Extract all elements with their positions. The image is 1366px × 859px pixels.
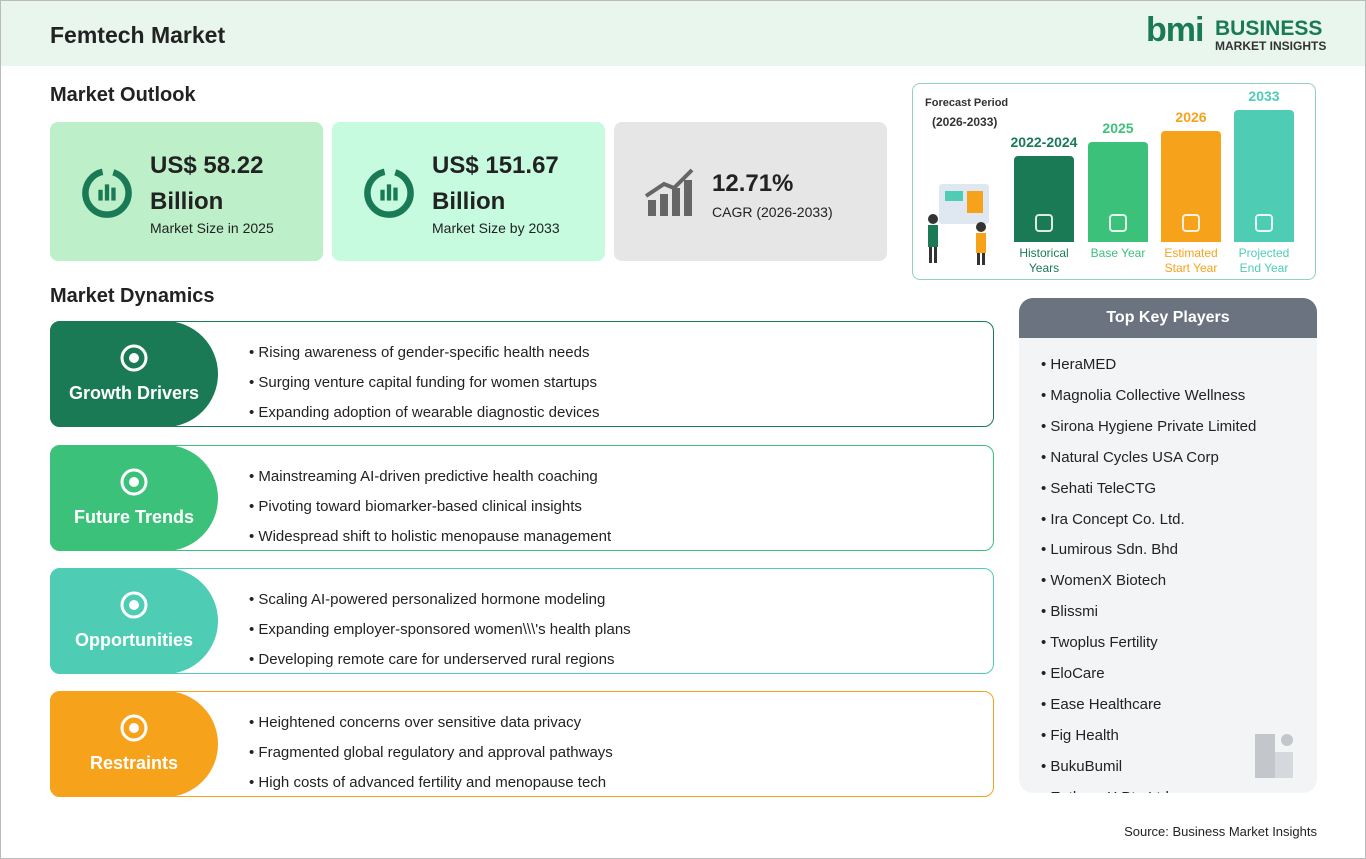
- logo-mark: bmi: [1146, 11, 1204, 49]
- player: • BukuBumil: [1041, 757, 1123, 775]
- dynamics-pill: Opportunities: [50, 568, 218, 674]
- player: • Blissmi: [1041, 603, 1098, 621]
- bar-icon: [1035, 214, 1053, 232]
- player: • Natural Cycles USA Corp: [1041, 448, 1219, 466]
- player: • Sirona Hygiene Private Limited: [1041, 417, 1257, 435]
- card-value: US$ 58.22 Billion: [150, 152, 264, 215]
- dynamics-list: Scaling AI-powered personalized hormone …: [249, 585, 631, 675]
- header: [1, 1, 1365, 66]
- building-icon: [1255, 734, 1293, 778]
- player: • EloCare: [1041, 665, 1105, 683]
- dynamics-item: Mainstreaming AI-driven predictive healt…: [249, 462, 611, 492]
- forecast-year: 2026: [1175, 109, 1207, 125]
- dynamics-pill: Future Trends: [50, 445, 218, 551]
- player: • Twoplus Fertility: [1041, 634, 1158, 652]
- dynamics-item: Widespread shift to holistic menopause m…: [249, 522, 611, 552]
- forecast-period: (2026-2033): [932, 115, 998, 129]
- card-icon: [80, 166, 134, 225]
- dynamics-item: Heightened concerns over sensitive data …: [249, 708, 613, 738]
- dynamics-item: Expanding employer-sponsored women\\\'s …: [249, 615, 630, 645]
- section-title: Market Dynamics: [50, 285, 215, 307]
- dynamics-item: Fragmented global regulatory and approva…: [249, 738, 612, 768]
- title: Femtech Market: [50, 22, 226, 48]
- forecast-year: 2022-2024: [1010, 134, 1078, 150]
- player: • HeraMED: [1041, 356, 1117, 373]
- dynamics-list: Heightened concerns over sensitive data …: [249, 708, 613, 798]
- pill-title: Growth Drivers: [68, 383, 200, 403]
- players-title: Top Key Players: [1019, 298, 1317, 338]
- forecast-bar: [1161, 131, 1221, 242]
- forecast-bar: [1088, 142, 1148, 242]
- bar-icon: [1255, 214, 1273, 232]
- forecast-caption: Historical Years: [1019, 246, 1069, 275]
- dynamics-list: Rising awareness of gender-specific heal…: [249, 338, 600, 428]
- logo-sub: MARKET INSIGHTS: [1215, 39, 1327, 53]
- pill-icon: [119, 467, 149, 497]
- player: • Sehati TeleCTG: [1041, 479, 1157, 497]
- forecast-year: 2025: [1102, 120, 1134, 136]
- forecast-bar: [1234, 110, 1294, 242]
- dynamics-list: Mainstreaming AI-driven predictive healt…: [249, 462, 611, 552]
- players-panel: Top Key Players • HeraMED • Magnolia Coll…: [1019, 298, 1317, 793]
- dynamics-item: High costs of advanced fertility and men…: [249, 768, 613, 798]
- dynamics-pill: Growth Drivers: [50, 321, 218, 427]
- logo-name: BUSINESS: [1215, 17, 1323, 40]
- player: • Lumirous Sdn. Bhd: [1041, 541, 1178, 559]
- card-value: US$ 151.67 Billion: [432, 152, 559, 215]
- card-icon: [644, 166, 698, 225]
- section-title: Market Outlook: [50, 84, 196, 106]
- dynamics-row: Opportunities Scaling AI-powered personal…: [50, 568, 994, 674]
- source: Source: Business Market Insights: [1124, 824, 1317, 839]
- player: • Magnolia Collective Wellness: [1041, 386, 1246, 404]
- outlook-card: 12.71% CAGR (2026-2033): [614, 122, 887, 261]
- forecast-caption: Projected End Year: [1238, 246, 1290, 275]
- forecast-year: 2033: [1248, 88, 1280, 104]
- forecast-label: Forecast Period: [925, 97, 1009, 109]
- dynamics-item: Developing remote care for underserved r…: [249, 645, 631, 675]
- bar-icon: [1182, 214, 1200, 232]
- outlook-card: US$ 58.22 Billion Market Size in 2025: [50, 122, 323, 261]
- dynamics-item: Scaling AI-powered personalized hormone …: [249, 585, 631, 615]
- dynamics-item: Pivoting toward biomarker-based clinical…: [249, 492, 611, 522]
- dynamics-item: Rising awareness of gender-specific heal…: [249, 338, 600, 368]
- players-list: • HeraMED • Magnolia Collective Wellness •…: [1041, 350, 1311, 793]
- player: • Ease Healthcare: [1041, 695, 1162, 713]
- card-label: Market Size by 2033: [432, 220, 560, 236]
- card-icon: [362, 166, 416, 225]
- dynamics-pill: Restraints: [50, 691, 218, 797]
- people-illustration: [928, 184, 989, 265]
- dynamics-row: Restraints Heightened concerns over sensi…: [50, 691, 994, 797]
- bar-icon: [1109, 214, 1127, 232]
- player: • Fig Health: [1041, 726, 1119, 744]
- dynamics-row: Growth Drivers Rising awareness of gender…: [50, 321, 994, 427]
- dynamics-item: Surging venture capital funding for wome…: [249, 368, 600, 398]
- pill-icon: [119, 343, 149, 373]
- card-label: CAGR (2026-2033): [712, 204, 833, 220]
- forecast-caption: Estimated Start Year: [1164, 246, 1218, 275]
- dynamics-row: Future Trends Mainstreaming AI-driven pre…: [50, 445, 994, 551]
- card-label: Market Size in 2025: [150, 220, 274, 236]
- player: • Euthera X Pte Ltd: [1041, 783, 1311, 793]
- pill-title: Opportunities: [75, 630, 193, 650]
- forecast-caption: Base Year: [1090, 246, 1146, 260]
- dynamics-item: Expanding adoption of wearable diagnosti…: [249, 398, 599, 428]
- forecast-box: Forecast Period (2026-2033) 2022-2024 His…: [912, 83, 1316, 280]
- pill-icon: [119, 713, 149, 743]
- card-value: 12.71%: [712, 170, 794, 197]
- pill-title: Future Trends: [73, 507, 194, 527]
- forecast-bar: [1014, 156, 1074, 242]
- player: • Ira Concept Co. Ltd.: [1041, 510, 1185, 528]
- player: • WomenX Biotech: [1041, 572, 1167, 590]
- outlook-card: US$ 151.67 Billion Market Size by 2033: [332, 122, 605, 261]
- pill-icon: [119, 590, 149, 620]
- pill-title: Restraints: [89, 753, 179, 773]
